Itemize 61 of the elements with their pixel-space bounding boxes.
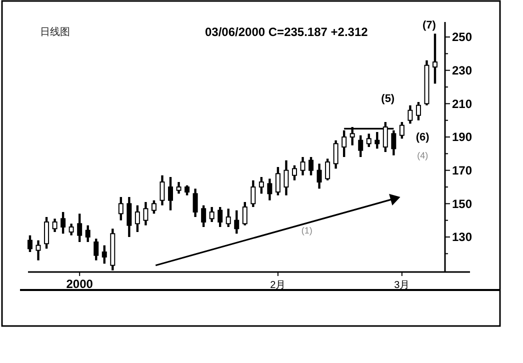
candlestick	[358, 134, 364, 158]
annotation: (6)	[416, 131, 430, 144]
candlestick	[308, 156, 314, 176]
candlestick	[267, 178, 272, 202]
x-tick-label: 2月	[270, 280, 286, 291]
candlestick	[160, 174, 165, 206]
candlestick	[44, 216, 50, 250]
candlestick	[416, 100, 421, 122]
candlestick	[366, 132, 372, 148]
candlestick	[234, 209, 240, 235]
annotation: (7)	[422, 20, 436, 32]
candlestick	[284, 159, 289, 196]
candlestick	[374, 130, 380, 150]
candlestick	[28, 234, 32, 254]
candlestick	[316, 162, 322, 190]
candlestick	[85, 224, 90, 244]
annotation: (4)	[417, 150, 428, 161]
candlestick	[226, 208, 231, 228]
candlestick	[102, 244, 107, 265]
candlestick	[275, 166, 280, 196]
candlestick	[60, 210, 66, 235]
y-tick-label: 150	[452, 196, 472, 211]
candlestick	[151, 199, 156, 215]
candlestick	[292, 164, 297, 182]
candlestick	[325, 158, 330, 182]
candlestick	[192, 188, 198, 218]
annotation: (5)	[381, 93, 395, 105]
candlestick	[168, 176, 174, 212]
candlestick	[209, 206, 214, 224]
candlestick	[126, 196, 132, 238]
x-tick-label: 3月	[394, 280, 410, 291]
candlestick	[218, 206, 223, 228]
candlestick	[408, 104, 413, 125]
chart-subtitle: 03/06/2000 C=235.187 +2.312	[205, 25, 368, 39]
candlestick	[118, 196, 124, 222]
y-tick-label: 190	[452, 130, 472, 144]
candlestick	[52, 218, 58, 234]
candlestick	[77, 212, 82, 244]
candlestick	[36, 239, 41, 262]
annotation: (1)	[301, 226, 312, 236]
candlestick	[250, 179, 256, 208]
candlestick	[300, 156, 306, 176]
y-tick-label: 230	[452, 64, 472, 78]
y-tick-label: 250	[452, 30, 472, 44]
candlestick	[333, 139, 338, 170]
y-tick-label: 210	[452, 96, 472, 111]
candlestick	[176, 180, 182, 195]
candlestick	[242, 200, 248, 226]
x-tick-label: 2000	[66, 277, 94, 291]
candlestick	[68, 222, 74, 236]
candlestick	[432, 32, 438, 85]
candlestick	[134, 204, 140, 234]
candlestick	[258, 176, 264, 195]
y-tick-label: 170	[452, 164, 472, 178]
candlestick	[143, 200, 148, 226]
text: 日线图	[40, 26, 70, 38]
candlestick	[184, 184, 190, 196]
candlestick	[399, 120, 404, 140]
candlestick	[94, 238, 99, 262]
candlestick	[201, 204, 206, 228]
y-tick-label: 130	[452, 230, 472, 244]
